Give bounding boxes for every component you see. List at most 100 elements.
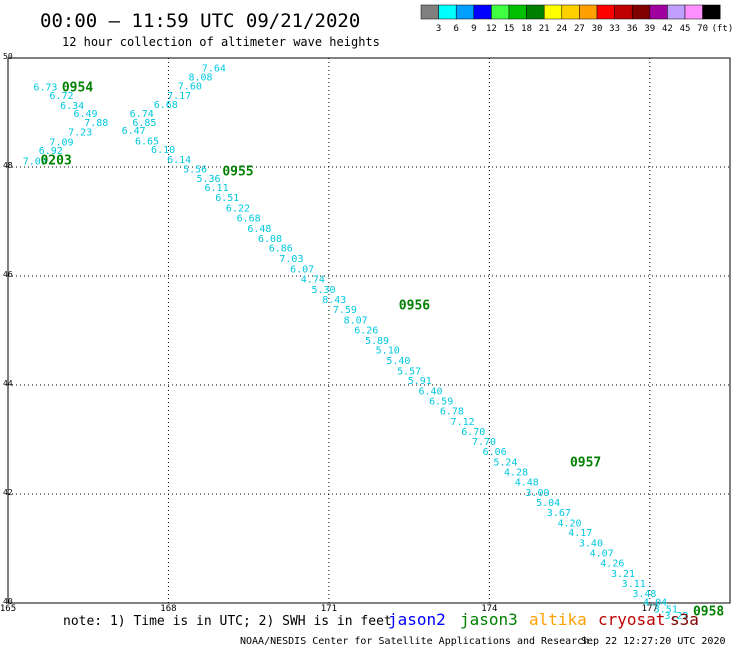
- wave-height-mark: 5.24: [493, 457, 517, 468]
- wave-height-mark: 6.74: [130, 109, 154, 120]
- legend-swatch: [455, 4, 475, 20]
- legend-label: 15: [504, 24, 515, 34]
- legend-unit: (ft): [712, 24, 734, 34]
- footer-note: note: 1) Time is in UTC; 2) SWH is in fe…: [63, 614, 392, 629]
- legend-swatch: [596, 4, 615, 20]
- wave-height-mark: 6.06: [483, 447, 507, 458]
- wave-height-mark: 5.30: [311, 285, 335, 296]
- wave-height-mark: 6.14: [167, 155, 191, 166]
- legend-swatch: [649, 4, 668, 20]
- legend-swatch: [702, 4, 721, 20]
- wave-height-mark: 3.67: [547, 508, 571, 519]
- legend-label: 45: [680, 24, 691, 34]
- y-tick-label: 50: [3, 52, 13, 61]
- axis-ticks: 165 168 171 174 177 50 48 46 44 42 40: [0, 52, 658, 614]
- wave-height-mark: 7.88: [84, 118, 108, 129]
- y-tick-label: 42: [3, 488, 13, 497]
- legend-swatch: [438, 4, 457, 20]
- footer-timestamp: Sep 22 12:27:20 UTC 2020: [581, 636, 726, 647]
- legend-label: 70: [697, 24, 708, 34]
- wave-height-mark: 3.51: [654, 604, 678, 615]
- wave-height-mark: 8.08: [188, 73, 212, 84]
- wave-height-mark: 6.86: [269, 244, 293, 255]
- satellite-name: altika: [529, 610, 587, 629]
- time-labels: 0954 0203 0955 0956 0957 0958: [40, 80, 724, 619]
- wave-height-mark: 7.59: [333, 305, 357, 316]
- wave-height-mark: 4.48: [515, 477, 539, 488]
- wave-height-mark: 7.12: [451, 417, 475, 428]
- wave-height-mark: 6.68: [154, 100, 178, 111]
- wave-height-mark: 6.07: [290, 264, 314, 275]
- legend-swatch: [561, 4, 580, 20]
- legend-swatch: [614, 4, 633, 20]
- pass-time-label: 0957: [570, 455, 601, 470]
- legend-label: 21: [539, 24, 550, 34]
- wave-height-mark: 6.73: [33, 82, 57, 93]
- wave-height-mark: 3.48: [632, 589, 656, 600]
- wave-height-mark: 8.07: [344, 316, 368, 327]
- wave-height-mark: 6.10: [151, 145, 175, 156]
- legend-swatch: [508, 4, 527, 20]
- wave-height-mark: 6.92: [39, 146, 63, 157]
- footer-credit: NOAA/NESDIS Center for Satellite Applica…: [240, 636, 589, 647]
- wave-height-mark: 7.23: [68, 128, 92, 139]
- legend-label: 18: [521, 24, 532, 34]
- pass-time-label: 0958: [693, 605, 724, 620]
- wave-height-mark: 6.48: [247, 224, 271, 235]
- pass-time-label: 0203: [40, 153, 71, 168]
- legend-swatch: [667, 4, 686, 20]
- wave-height-mark: 4.07: [590, 548, 614, 559]
- pass-time-label: 0955: [222, 164, 253, 179]
- grid: [8, 58, 730, 603]
- wave-height-mark: 7.60: [178, 81, 202, 92]
- legend-label: 33: [609, 24, 620, 34]
- wave-height-mark: 5.04: [536, 498, 560, 509]
- wave-height-mark: 5.40: [386, 356, 410, 367]
- wave-height-mark: 6.70: [461, 427, 485, 438]
- wave-height-mark: 4.26: [600, 559, 624, 570]
- wave-height-mark: 3.11: [622, 579, 646, 590]
- satellite-name: cryosat: [598, 610, 665, 629]
- legend-label: 3: [436, 24, 441, 34]
- legend-swatch: [579, 4, 598, 20]
- plot-frame: [7, 57, 731, 604]
- wave-height-mark: 6.40: [418, 386, 442, 397]
- legend-label: 42: [662, 24, 673, 34]
- wave-height-mark: 6.22: [226, 203, 250, 214]
- x-tick-label: 165: [0, 604, 16, 614]
- legend-label: 6: [453, 24, 458, 34]
- legend-swatch: [473, 4, 492, 20]
- wave-height-mark: 3.40: [579, 539, 603, 550]
- chart-subtitle: 12 hour collection of altimeter wave hei…: [62, 35, 380, 49]
- wave-height-mark: 7.03: [279, 254, 303, 265]
- legend-swatch: [684, 4, 703, 20]
- wave-height-mark: 6.49: [74, 109, 98, 120]
- x-tick-label: 174: [481, 604, 497, 614]
- wave-height-mark: 6.68: [237, 214, 261, 225]
- wave-height-mark: 6.51: [215, 193, 239, 204]
- wave-height-mark: 6.72: [49, 91, 73, 102]
- wave-height-mark: 5.89: [365, 336, 389, 347]
- legend-label: 24: [556, 24, 567, 34]
- wave-height-mark: 6.78: [440, 407, 464, 418]
- wave-height-mark: 7.09: [23, 156, 47, 167]
- wave-height-mark: 8.43: [322, 295, 346, 306]
- satellite-name: s3a: [670, 610, 699, 629]
- wave-height-mark: 3.21: [611, 569, 635, 580]
- satellite-name: jason2: [388, 610, 446, 629]
- satellite-name: jason3: [460, 610, 518, 629]
- legend-label: 39: [644, 24, 655, 34]
- wave-height-mark: 4.28: [504, 468, 528, 479]
- pass-time-label: 0956: [399, 298, 430, 313]
- legend-swatch: [631, 4, 651, 20]
- wave-height-mark: 6.65: [135, 136, 159, 147]
- chart-title: 00:00 – 11:59 UTC 09/21/2020: [40, 10, 360, 32]
- wave-height-mark: 6.85: [132, 118, 156, 129]
- color-legend: 3 6 9 12 15 18 21 24 27 30 33 36 39 42 45 70 (ft): [420, 4, 734, 34]
- wave-height-mark: 7.09: [49, 137, 73, 148]
- wave-height-mark: 4.74: [301, 275, 325, 286]
- y-tick-label: 46: [3, 270, 13, 279]
- satellite-legend: jason2 jason3 altika cryosat s3a: [388, 610, 699, 629]
- wave-height-mark: 4.04: [643, 597, 667, 608]
